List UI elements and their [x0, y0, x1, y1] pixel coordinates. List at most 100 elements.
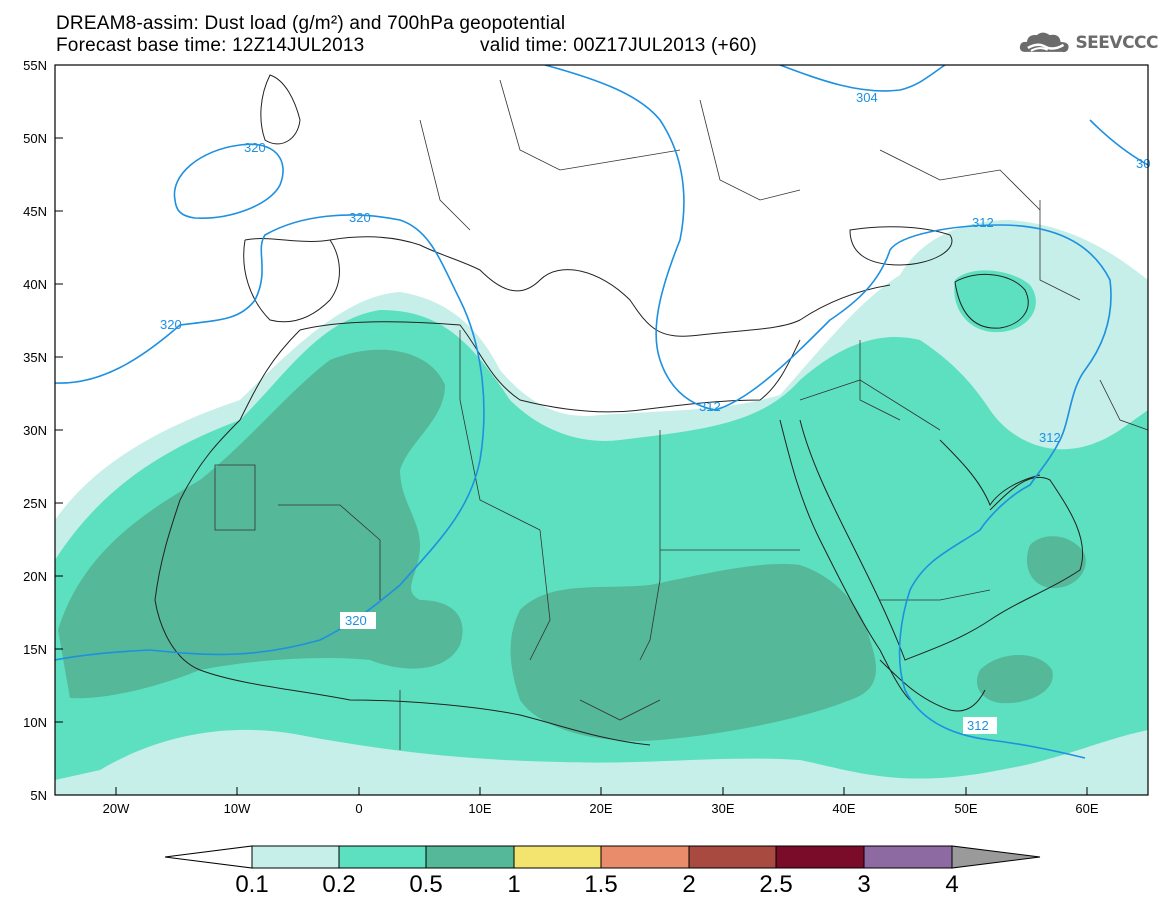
geopotential-contours — [55, 65, 1148, 759]
colorbar-labels: 0.1 0.2 0.5 1 1.5 2 2.5 3 4 — [235, 871, 958, 898]
lat-label: 10N — [23, 715, 47, 730]
colorbar-label: 2.5 — [759, 871, 792, 898]
colorbar-swatch — [513, 845, 602, 869]
colorbar-label: 0.5 — [409, 871, 442, 898]
border-line — [278, 504, 381, 600]
contour-label: 312 — [967, 718, 989, 733]
lat-label: 40N — [23, 277, 47, 292]
coastline-africa-west — [154, 329, 651, 746]
lon-label: 0 — [355, 801, 362, 816]
colorbar-swatch — [863, 845, 953, 869]
colorbar-swatch — [338, 845, 427, 869]
coastline-persian-gulf — [939, 439, 1041, 507]
colorbar-swatch — [688, 845, 777, 869]
contour-label: 320 — [345, 613, 367, 628]
coastline-black-sea — [849, 226, 953, 266]
lon-label: 10W — [224, 801, 251, 816]
valid-time: valid time: 00Z17JUL2013 (+60) — [480, 35, 757, 56]
lat-label: 20N — [23, 569, 47, 584]
border-line — [1039, 200, 1081, 301]
axis-ticks — [55, 64, 1088, 795]
coastlines — [154, 74, 1084, 746]
colorbar-low-arrow — [164, 845, 253, 869]
coastline-caspian — [954, 273, 1029, 329]
colorbar-high-arrow — [951, 845, 1041, 869]
lon-label: 50E — [954, 801, 977, 816]
border-line — [1099, 379, 1148, 431]
lat-label: 50N — [23, 131, 47, 146]
dust-region-high-arabiansea — [976, 655, 1053, 704]
border-line — [879, 149, 1041, 211]
lat-label: 5N — [30, 788, 47, 803]
coastline-horn-africa — [879, 659, 986, 712]
dust-region-high — [58, 349, 463, 699]
contour-30 — [1089, 119, 1148, 166]
border-line — [459, 330, 541, 531]
borders — [214, 79, 1148, 750]
colorbar-label: 0.2 — [322, 871, 355, 898]
border-line — [880, 589, 991, 601]
lat-label: 45N — [23, 204, 47, 219]
colorbar-label: 1 — [507, 871, 520, 898]
colorbar-swatch — [600, 845, 690, 869]
dust-region-high-sahel — [510, 564, 876, 741]
seevccc-logo: SEEVCCC — [1018, 28, 1158, 58]
border-line — [639, 430, 661, 661]
lon-label: 10E — [468, 801, 491, 816]
contour-320-ring — [173, 143, 284, 219]
cloud-logo-icon — [1019, 32, 1069, 53]
contour-label: 312 — [1039, 430, 1061, 445]
contour-label: 320 — [160, 317, 182, 332]
contour-labels: 304 320 320 320 320 312 312 312 312 30 — [160, 90, 1150, 734]
contour-label: 320 — [244, 140, 266, 155]
border-line — [859, 340, 901, 421]
border-line — [499, 79, 681, 171]
border-line — [419, 119, 471, 231]
map-title: DREAM8-assim: Dust load (g/m²) and 700hP… — [56, 13, 566, 34]
logo-text: SEEVCCC — [1075, 33, 1158, 53]
coastline-europe — [244, 236, 891, 337]
coastline-iberia — [243, 239, 340, 323]
contour-320-west — [55, 214, 485, 661]
colorbar-label: 0.1 — [235, 871, 268, 898]
contour-label: 312 — [972, 215, 994, 230]
colorbar-label: 4 — [945, 871, 958, 898]
forecast-base-time: Forecast base time: 12Z14JUL2013 — [56, 35, 365, 56]
contour-312-central — [544, 65, 1112, 759]
lat-label: 30N — [23, 423, 47, 438]
contour-label: 320 — [349, 210, 371, 225]
dust-load-field — [55, 220, 1148, 795]
coastline-med-south — [299, 321, 801, 413]
contour-label: 30 — [1136, 156, 1150, 171]
lat-label: 55N — [23, 58, 47, 73]
lat-label: 25N — [23, 496, 47, 511]
lon-label: 60E — [1075, 801, 1098, 816]
border-line — [699, 99, 801, 201]
coastline-arabia — [799, 419, 1084, 661]
contour-304 — [779, 65, 946, 92]
contour-label-bg — [963, 717, 997, 734]
colorbar-swatch — [251, 845, 340, 869]
coastline-uk — [260, 74, 301, 145]
lon-label: 30E — [711, 801, 734, 816]
colorbar-swatch — [775, 845, 865, 869]
lat-label: 15N — [23, 642, 47, 657]
colorbar-label: 3 — [857, 871, 870, 898]
latitude-labels: 55N 50N 45N 40N 35N 30N 25N 20N 15N 10N … — [23, 58, 47, 803]
colorbar-swatch — [425, 845, 515, 869]
lon-label: 20E — [589, 801, 612, 816]
lon-label: 20W — [103, 801, 130, 816]
contour-label: 312 — [699, 399, 721, 414]
contour-label-bg — [340, 612, 376, 629]
lat-label: 35N — [23, 350, 47, 365]
colorbar-label: 1.5 — [584, 871, 617, 898]
border-line — [214, 464, 256, 531]
colorbar — [164, 845, 1041, 869]
dust-region-mid-caspian — [954, 270, 1036, 333]
border-line — [579, 699, 661, 721]
lon-label: 40E — [832, 801, 855, 816]
colorbar-label: 2 — [682, 871, 695, 898]
border-line — [529, 529, 551, 661]
contour-label: 304 — [856, 90, 878, 105]
